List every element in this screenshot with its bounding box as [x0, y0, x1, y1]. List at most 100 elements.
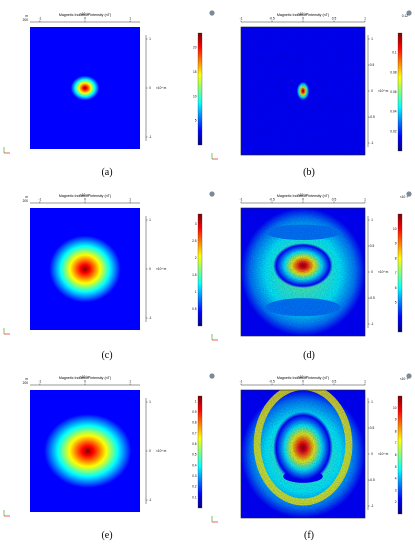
colorbar-tick-label: 15 [193, 70, 197, 74]
colorbar-tick-label: 20 [193, 46, 197, 50]
y-tick-label: -1 [149, 135, 152, 139]
y-tick-label: 0 [371, 270, 373, 274]
y-tick-label: -0.5 [369, 478, 375, 482]
panel-caption: (f) [304, 530, 314, 541]
y-tick-label: 0.5 [370, 426, 375, 430]
plot-title: Magnetic Induction Intensity (nT) [59, 13, 111, 17]
colorbar [197, 395, 203, 509]
x-tick-label: 0 [302, 17, 304, 21]
panel-b-svg: Magnetic Induction Intensity (nT) -1 -0.5 0… [209, 10, 412, 160]
x-tick-label: -1 [240, 380, 243, 384]
colorbar-tick-label: 7 [395, 271, 397, 275]
colorbar-tick-label: 0.6 [192, 442, 197, 446]
plot-title: Magnetic Induction Intensity (nT) [277, 194, 329, 198]
y-tick-label: 1 [149, 400, 151, 404]
panel-c: Magnetic Induction Intensity (nT) -1 0 1 ×10… [0, 186, 205, 369]
y-tick-label: 1 [371, 400, 373, 404]
x-tick-label: -1 [38, 380, 41, 384]
colorbar [397, 395, 403, 515]
colorbar-tick-label: 0.1 [392, 51, 397, 55]
x-tick-label: 0 [84, 198, 86, 202]
colorbar-tick-label: 5 [195, 119, 197, 123]
y-exponent-label: ×10⁴ m [378, 270, 389, 274]
x-tick-label: 1 [364, 380, 366, 384]
plot-title: Magnetic Induction Intensity (nT) [59, 194, 111, 198]
y-tick-label: 0 [149, 267, 151, 271]
corner-value: ×10⁻³ [400, 377, 408, 381]
colorbar-tick-label: 0.5 [192, 307, 197, 311]
plot-title: Magnetic Induction Intensity (nT) [277, 376, 329, 380]
colorbar [197, 213, 203, 327]
field-anomaly [45, 231, 125, 307]
noise-texture [241, 390, 365, 518]
x-tick-label: 1 [364, 198, 366, 202]
field-anomaly [69, 74, 101, 102]
colorbar-tick-label: 6 [395, 453, 397, 457]
colorbar-tick-label: 2.5 [192, 239, 197, 243]
colorbar-tick-label: 0.2 [192, 485, 197, 489]
y-exponent-label: ×10⁴ m [156, 267, 167, 271]
colorbar [197, 32, 203, 146]
unit-label: m [25, 14, 28, 18]
colorbar-tick-label: 6 [395, 286, 397, 290]
colorbar-tick-label: 2 [195, 256, 197, 260]
x-exponent-label: ×10⁴ m [80, 375, 91, 379]
panel-b: Magnetic Induction Intensity (nT) -1 -0.5 0… [208, 5, 413, 188]
plot-frame [240, 207, 366, 337]
colorbar-tick-label: 8 [395, 256, 397, 260]
panel-c-svg: Magnetic Induction Intensity (nT) -1 0 1 ×10… [3, 193, 203, 335]
colorbar-tick-label: 0.02 [390, 129, 396, 133]
y-tick-label: 1 [149, 37, 151, 41]
y-exponent-label: ×10⁴ m [378, 452, 389, 456]
colorbar-tick-label: 0.3 [192, 474, 197, 478]
field-anomaly [39, 410, 137, 492]
y-tick-label: 0 [371, 452, 373, 456]
panel-caption: (d) [303, 350, 315, 361]
unit-label: m [25, 195, 28, 199]
panel-caption: (b) [303, 167, 315, 178]
colorbar-tick-label: 0.1 [192, 495, 197, 499]
corner-value: 200 [23, 199, 29, 203]
plot-frame [240, 389, 366, 519]
y-tick-label: 0.5 [370, 244, 375, 248]
y-tick-label: 1 [371, 37, 373, 41]
x-tick-label: 0 [302, 380, 304, 384]
x-tick-label: 1 [129, 380, 131, 384]
x-exponent-label: ×10⁴ m [80, 193, 91, 197]
x-tick-label: -0.5 [269, 380, 275, 384]
corner-value: 0.12 [402, 14, 408, 18]
colorbar-tick-label: 1 [195, 399, 197, 403]
x-tick-label: -1 [38, 17, 41, 21]
y-tick-label: 0.5 [370, 63, 375, 67]
x-exponent-label: ×10⁴ m [298, 12, 309, 16]
app-icon [406, 191, 412, 197]
panel-d: Magnetic Induction Intensity (nT) -1 -0.5 0… [208, 186, 413, 369]
x-tick-label: 0 [302, 198, 304, 202]
colorbar-tick-label: 2 [395, 500, 397, 504]
panel-e: Magnetic Induction Intensity (nT) -1 0 1 ×10… [0, 368, 205, 551]
x-tick-label: 0.5 [332, 198, 337, 202]
panel-a: Magnetic Induction Intensity (nT) -1 0 1 ×10… [0, 5, 205, 188]
corner-value: ×10⁻³ [400, 195, 408, 199]
y-tick-label: -1 [371, 504, 374, 508]
y-exponent-label: ×10⁴ m [378, 89, 389, 93]
app-icon [209, 373, 215, 379]
app-icon [406, 373, 412, 379]
colorbar-tick-label: 0.7 [192, 431, 197, 435]
y-tick-label: 1 [149, 218, 151, 222]
panel-e-svg: Magnetic Induction Intensity (nT) -1 0 1 ×10… [3, 375, 203, 517]
colorbar-tick-label: 7 [395, 441, 397, 445]
panel-f-svg: Magnetic Induction Intensity (nT) -1 -0.5 0… [209, 373, 412, 523]
y-tick-label: -1 [371, 322, 374, 326]
x-tick-label: 0 [84, 380, 86, 384]
y-tick-label: 1 [371, 218, 373, 222]
y-exponent-label: ×10⁴ m [156, 86, 167, 90]
app-icon [209, 191, 215, 197]
colorbar-tick-label: 0.06 [390, 90, 396, 94]
colorbar-tick-label: 10 [393, 227, 397, 231]
colorbar-tick-label: 1.5 [192, 273, 197, 277]
panel-f: Magnetic Induction Intensity (nT) -1 -0.5 0… [208, 368, 413, 551]
x-tick-label: -0.5 [269, 198, 275, 202]
noise-texture [241, 27, 365, 155]
corner-value: 200 [23, 18, 29, 22]
